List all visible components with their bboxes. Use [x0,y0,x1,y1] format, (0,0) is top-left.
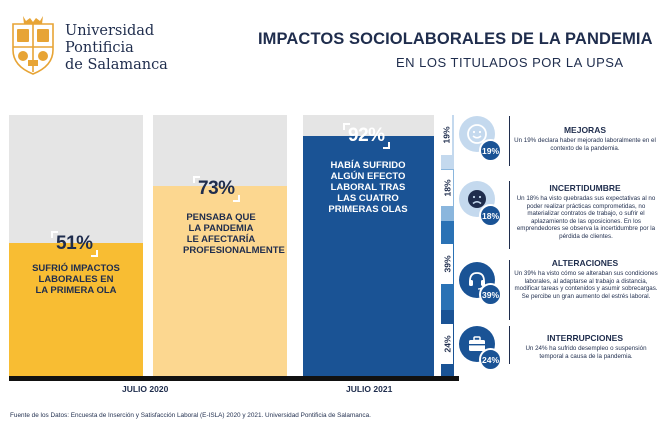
chart-subtitle: EN LOS TITULADOS POR LA UPSA [396,55,624,70]
divider-interrupciones [509,326,510,364]
bar-1 [9,243,143,377]
bar-column-1: 51% SUFRIÓ IMPACTOS LABORALES EN LA PRIM… [9,115,143,377]
bar-1-label: SUFRIÓ IMPACTOS LABORALES EN LA PRIMERA … [32,263,120,296]
bar-column-2: 73% PENSABA QUE LA PANDEMIA LE AFECTARÍA… [153,115,287,377]
breakdown-label-incertidumbre: 18% [441,170,453,206]
breakdown-label-incertidumbre-text: 18% [442,179,453,197]
bar-3 [303,135,434,377]
alteraciones-title: ALTERACIONES [551,258,619,268]
bar-2-label: PENSABA QUE LA PANDEMIA LE AFECTARÍA PRO… [183,212,285,256]
period-label-2021: JULIO 2021 [346,384,393,394]
divider-mejoras [509,116,510,166]
university-logo: Universidad Pontificia de Salamanca [8,14,168,78]
breakdown-label-alteraciones-text: 39% [442,255,453,273]
divider-incertidumbre [509,181,510,249]
incertidumbre-title: INCERTIDUMBRE [549,183,621,193]
mejoras-description: Un 19% declara haber mejorado laboralmen… [514,137,656,152]
university-name-line2: Pontificia [65,40,134,56]
bar-2-value-label: 73% [193,176,240,202]
bar-3-value-label: 92% [343,123,390,149]
incertidumbre-pct-badge: 18% [479,204,502,227]
mejoras-title: MEJORAS [563,125,607,135]
university-name-line3: de Salamanca [65,57,168,73]
bar-3-label: HABÍA SUFRIDO ALGÚN EFECTO LABORAL TRAS … [328,160,408,215]
bar-2 [153,185,287,377]
frown-icon [459,181,495,217]
alteraciones-description: Un 39% ha visto cómo se alteraban sus co… [514,270,658,300]
bar-1-value-label: 51% [51,231,98,257]
interrupciones-pct-badge: 24% [479,348,502,371]
divider-alteraciones [509,260,510,320]
chart-title: IMPACTOS SOCIOLABORALES DE LA PANDEMIA [258,30,653,48]
bar-column-3: 92% HABÍA SUFRIDO ALGÚN EFECTO LABORAL T… [303,115,434,377]
interrupciones-description: Un 24% ha sufrido desempleo o suspensión… [525,345,647,360]
mejoras-pct-badge: 19% [479,139,502,162]
incertidumbre-description: Un 18% ha visto quebradas sus expectativ… [516,195,656,240]
breakdown-label-alteraciones: 39% [441,244,453,284]
period-label-2020: JULIO 2020 [122,384,169,394]
breakdown-label-interrupciones-text: 24% [442,335,453,353]
alteraciones-pct-badge: 39% [479,283,502,306]
breakdown-label-mejoras: 19% [441,115,453,155]
source-note: Fuente de los Datos: Encuesta de Inserci… [10,412,371,419]
university-name-line1: Universidad [65,23,155,39]
breakdown-label-mejoras-text: 19% [441,126,452,144]
interrupciones-title: INTERRUPCIONES [546,333,624,343]
breakdown-label-interrupciones: 24% [441,324,453,364]
crest-icon [12,16,54,75]
axis-baseline [9,376,459,381]
university-name: Universidad Pontificia de Salamanca [65,23,168,74]
